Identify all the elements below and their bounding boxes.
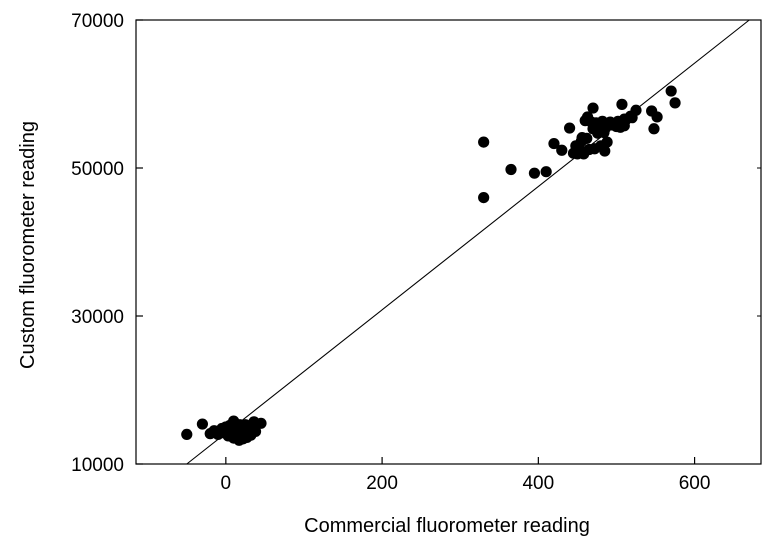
y-tick-label: 50000 [71, 159, 124, 180]
y-axis-title: Custom fluorometer reading [17, 121, 39, 369]
fit-line-group [186, 19, 750, 465]
data-point [669, 97, 681, 109]
x-axis-title: Commercial fluorometer reading [304, 515, 590, 537]
x-tick-label: 600 [679, 473, 711, 494]
y-axis-title-group: Custom fluorometer reading [17, 121, 39, 369]
data-point [616, 98, 628, 110]
data-point [548, 137, 560, 150]
data-point [581, 132, 593, 144]
data-point [249, 425, 262, 438]
data-point [601, 136, 613, 148]
data-point [528, 167, 541, 179]
data-point [648, 123, 660, 135]
plot-frame [135, 19, 762, 465]
data-point [478, 192, 490, 204]
data-point [599, 145, 611, 157]
data-point [563, 122, 576, 134]
data-point [651, 111, 663, 123]
fit-line [186, 19, 750, 465]
data-point [505, 163, 517, 176]
data-point [587, 102, 599, 114]
data-point [196, 418, 209, 430]
y-tick-label: 10000 [71, 455, 124, 476]
data-points [181, 85, 681, 446]
data-point [630, 104, 642, 116]
x-tick-label: 400 [522, 473, 554, 494]
axis-ticks: 0 200 400 600 10000 30000 50000 70000 [71, 11, 761, 494]
x-tick-label: 0 [221, 473, 232, 494]
x-tick-label: 200 [366, 473, 398, 494]
data-point [255, 417, 267, 429]
data-point [478, 136, 490, 148]
data-point [181, 428, 193, 440]
x-axis-title-group: Commercial fluorometer reading [304, 515, 590, 537]
data-point [556, 144, 568, 156]
data-point [665, 85, 677, 97]
y-tick-label: 30000 [71, 307, 124, 328]
data-point [540, 166, 552, 178]
y-tick-label: 70000 [71, 11, 124, 32]
